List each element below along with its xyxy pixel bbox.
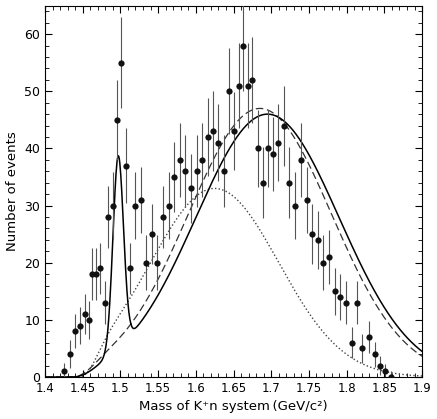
X-axis label: Mass of K⁺n system (GeV/c²): Mass of K⁺n system (GeV/c²) <box>139 401 328 414</box>
Y-axis label: Number of events: Number of events <box>6 132 18 251</box>
